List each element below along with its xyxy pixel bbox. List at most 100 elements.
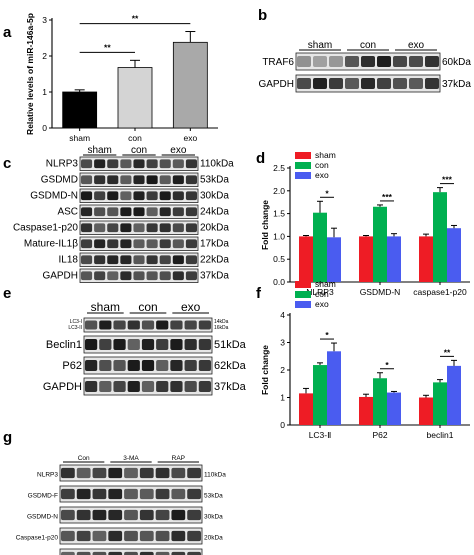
blot-band bbox=[184, 381, 197, 392]
band-kda-GAPDH: 37kDa bbox=[442, 79, 471, 90]
blot-band bbox=[170, 381, 183, 392]
legend-swatch-con bbox=[295, 291, 311, 298]
blot-band bbox=[81, 271, 93, 281]
blot-band bbox=[172, 271, 184, 281]
significance-label: * bbox=[325, 330, 329, 340]
blot-band bbox=[184, 320, 197, 330]
bar-exo-LC3-Ⅱ bbox=[327, 351, 341, 425]
blot-band bbox=[198, 360, 211, 371]
band-kda-GAPDH: 37kDa bbox=[214, 381, 247, 393]
legend-label-exo: exo bbox=[315, 299, 329, 309]
panel-label-a: a bbox=[3, 24, 12, 41]
blot-band bbox=[361, 56, 375, 67]
blot-band bbox=[198, 320, 211, 330]
band-label-IL18: IL18 bbox=[59, 255, 79, 266]
blot-band bbox=[198, 381, 211, 392]
bar-exo-beclin1 bbox=[447, 365, 461, 425]
band-kda-GSDMD-N: 30kDa bbox=[200, 191, 229, 202]
blot-band bbox=[124, 509, 138, 521]
blot-band bbox=[120, 255, 132, 265]
blot-band bbox=[61, 530, 75, 542]
panel-label-g: g bbox=[3, 429, 12, 446]
blot-band bbox=[377, 56, 391, 67]
blot-band bbox=[76, 467, 91, 479]
blot-c: sham con exo NLRP3 110kDa GSDMD 53kDa GSDMD-N 30… bbox=[13, 145, 234, 283]
blot-band bbox=[85, 320, 98, 330]
blot-band bbox=[172, 191, 184, 201]
blot-band bbox=[139, 551, 154, 555]
blot-band bbox=[107, 239, 119, 249]
y-tick-label: 0 bbox=[42, 123, 47, 133]
blot-band bbox=[141, 320, 155, 330]
blot-band bbox=[92, 488, 107, 500]
blot-band bbox=[133, 271, 145, 281]
blot-band bbox=[76, 488, 91, 500]
blot-band bbox=[107, 207, 119, 217]
blot-band bbox=[107, 223, 119, 233]
blot-band bbox=[146, 159, 158, 169]
legend-swatch-sham bbox=[295, 281, 311, 288]
blot-band bbox=[377, 78, 391, 89]
blot-band bbox=[297, 56, 311, 67]
blot-band bbox=[187, 509, 201, 521]
blot-band bbox=[113, 320, 126, 330]
blot-band bbox=[361, 78, 375, 89]
blot-band bbox=[76, 530, 91, 542]
blot-band bbox=[146, 223, 158, 233]
blot-band bbox=[94, 175, 106, 185]
blot-band bbox=[113, 339, 126, 350]
significance-label: ** bbox=[104, 42, 111, 52]
blot-band bbox=[107, 191, 119, 201]
band-label-Caspase1-p20: Caspase1-p20 bbox=[13, 223, 78, 234]
blot-band bbox=[172, 207, 184, 217]
blot-band bbox=[393, 78, 407, 89]
blot-band bbox=[99, 360, 112, 371]
blot-band bbox=[133, 223, 145, 233]
blot-band bbox=[146, 207, 158, 217]
blot-band bbox=[139, 530, 154, 542]
blot-band bbox=[170, 320, 183, 330]
blot-band bbox=[120, 207, 132, 217]
blot-band bbox=[156, 381, 169, 392]
blot-g: Con 3-MA RAP NLRP3 110kDa GSDMD-F 53kDa GSDMD-N… bbox=[16, 455, 226, 555]
blot-band bbox=[141, 360, 155, 371]
blot-band bbox=[92, 509, 107, 521]
group-label-con: con bbox=[131, 145, 147, 156]
legend-label-exo: exo bbox=[315, 170, 329, 180]
bar-sham-GSDMD-N bbox=[359, 236, 373, 282]
group-label-sham: sham bbox=[91, 300, 120, 314]
group-label-3-MA: 3-MA bbox=[123, 455, 139, 462]
blot-band bbox=[156, 320, 169, 330]
blot-band bbox=[172, 175, 184, 185]
blot-band bbox=[146, 239, 158, 249]
blot-band bbox=[329, 78, 343, 89]
blot-band bbox=[141, 381, 155, 392]
blot-band bbox=[81, 191, 93, 201]
blot-band bbox=[81, 255, 93, 265]
legend-label-con: con bbox=[315, 289, 329, 299]
band-kda-NLRP3: 110kDa bbox=[200, 159, 234, 170]
blot-band bbox=[81, 207, 93, 217]
blot-band bbox=[159, 175, 171, 185]
blot-band bbox=[127, 381, 140, 392]
blot-band bbox=[172, 223, 184, 233]
bar-con-LC3-Ⅱ bbox=[313, 365, 327, 425]
x-tick-label: LC3-Ⅱ bbox=[309, 430, 332, 440]
bar-sham-NLRP3 bbox=[299, 236, 313, 282]
x-tick-label: sham bbox=[69, 133, 90, 143]
blot-band bbox=[187, 551, 201, 555]
blot-band bbox=[113, 360, 126, 371]
legend-swatch-exo bbox=[295, 172, 311, 179]
blot-band bbox=[159, 223, 171, 233]
blot-band bbox=[159, 271, 171, 281]
group-label-Con: Con bbox=[78, 455, 90, 462]
blot-band bbox=[187, 488, 201, 500]
y-tick-label: 1 bbox=[42, 87, 47, 97]
blot-band bbox=[108, 509, 123, 521]
bar-con-beclin1 bbox=[433, 382, 447, 425]
band-label-lc3-i: LC3-I bbox=[70, 319, 82, 325]
band-label-NLRP3: NLRP3 bbox=[46, 159, 79, 170]
panel-label-e: e bbox=[3, 285, 11, 302]
